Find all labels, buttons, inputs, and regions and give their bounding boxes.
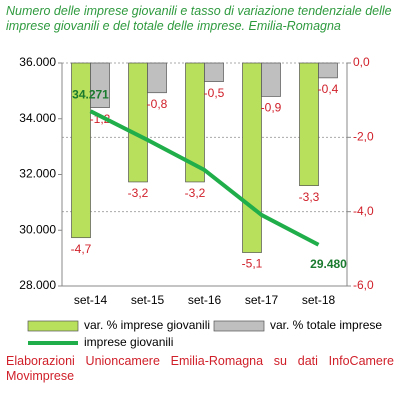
data-label: -0,4 (318, 82, 339, 96)
data-label: 34.271 (72, 87, 109, 101)
data-label: -3,3 (299, 190, 320, 204)
bar (71, 62, 91, 239)
line (89, 109, 320, 247)
bar (204, 62, 224, 82)
y-tick-label: 32.000 (19, 167, 56, 181)
y-tick-label: 34.000 (19, 111, 56, 125)
source-note: Elaborazioni Unioncamere Emilia-Romagna … (6, 354, 394, 383)
y-tick-label: 36.000 (19, 55, 56, 69)
bar (185, 62, 205, 183)
data-label: -5,1 (242, 257, 263, 271)
bar (318, 62, 338, 79)
data-label: -3,2 (185, 186, 206, 200)
data-label: -0,9 (261, 101, 282, 115)
x-tick-label: set-14 (74, 293, 108, 307)
data-label: 29.480 (310, 257, 347, 271)
data-label: -4,7 (71, 242, 92, 256)
y-tick-label: 30.000 (19, 222, 56, 236)
x-tick-label: set-16 (188, 293, 222, 307)
x-tick-label: set-18 (302, 293, 336, 307)
x-tick-label: set-17 (245, 293, 279, 307)
y2-tick-label: 0,0 (353, 55, 370, 69)
x-tick-label: set-15 (131, 293, 165, 307)
data-label: -3,2 (128, 186, 149, 200)
bar (90, 62, 110, 108)
bar (261, 62, 281, 97)
data-label: -0,5 (204, 86, 225, 100)
chart-title: Numero delle imprese giovanili e tasso d… (6, 4, 392, 33)
bar (242, 62, 262, 253)
bar (128, 62, 148, 183)
y2-tick-label: -6,0 (353, 278, 374, 292)
data-label: -0,8 (147, 97, 168, 111)
legend-swatch (213, 320, 265, 332)
legend-label: var. % totale imprese (270, 318, 382, 332)
bar (147, 62, 167, 94)
y-tick-label: 28.000 (19, 278, 56, 292)
legend-swatch (27, 320, 79, 332)
y2-tick-label: -4,0 (353, 204, 374, 218)
y2-tick-label: -2,0 (353, 130, 374, 144)
legend-label: var. % imprese giovanili (84, 318, 210, 332)
legend-label: imprese giovanili (84, 335, 173, 349)
bar (299, 62, 319, 187)
